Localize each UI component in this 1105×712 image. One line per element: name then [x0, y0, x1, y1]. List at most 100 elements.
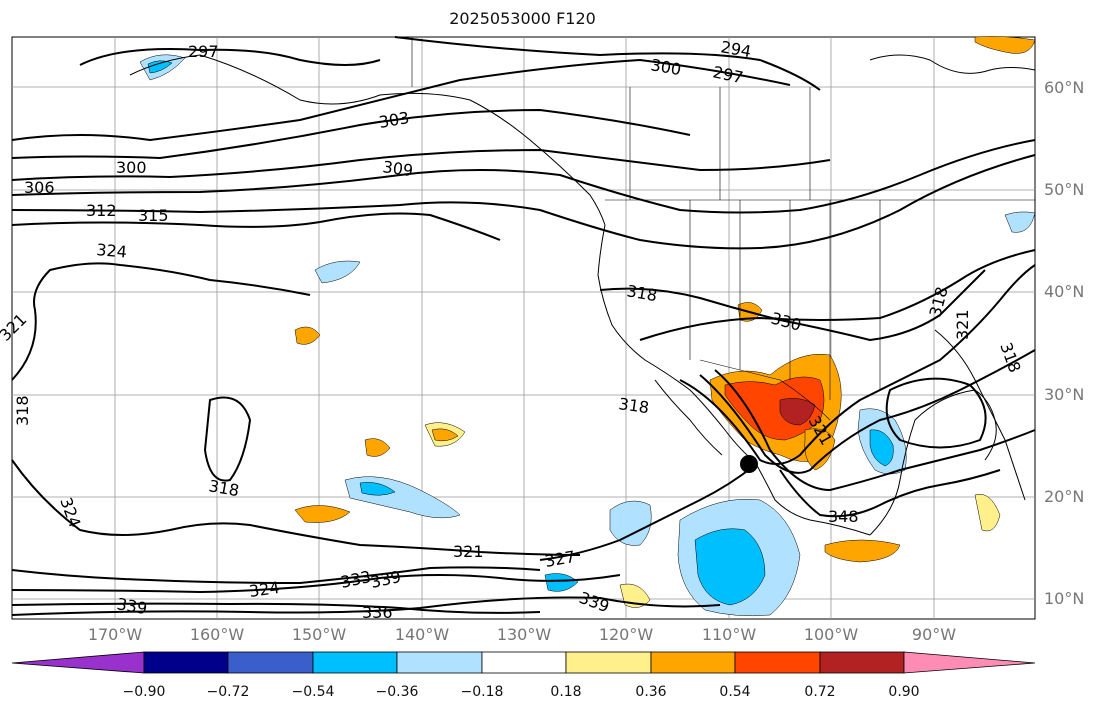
contour-306: [11, 148, 831, 181]
contour-333: [11, 574, 621, 594]
colorbar-segment: [396, 651, 483, 674]
lon-label: 120°W: [598, 625, 654, 644]
colorbar-segment: [227, 651, 314, 674]
colorbar-segment: [312, 651, 398, 674]
pos-caribbean: [974, 493, 1001, 532]
colorbar-tick-label: −0.54: [291, 684, 335, 700]
colorbar-segment: [565, 651, 652, 674]
neg-hawaii-core: [359, 482, 396, 496]
colorbar-tick-label: 0.54: [719, 684, 751, 700]
colorbar-segment: [734, 651, 821, 674]
pos-central-pacific-core: [431, 428, 459, 442]
contour-label-group: 297 294 300 297 303 300 306 309 312 315 …: [0, 37, 1025, 622]
colorbar-tick-label: 0.72: [804, 684, 836, 700]
colorbar-segment: [481, 651, 567, 674]
coast-west-us: [597, 224, 756, 463]
neg-pacific-mid: [314, 260, 361, 284]
contour-label: 324: [248, 578, 281, 601]
colorbar-tick-label: −0.90: [122, 684, 166, 700]
contour-339: [11, 596, 721, 616]
graticule: [12, 37, 1035, 619]
contour-label: 336: [362, 603, 393, 622]
neg-sw-pacific: [544, 573, 579, 592]
colorbar-high-extension: [903, 651, 1036, 674]
contour-318a: [11, 262, 311, 381]
lat-label: 30°N: [1044, 385, 1085, 404]
contour-label: 318: [617, 394, 650, 417]
colorbar-segment: [650, 651, 736, 674]
colorbar-tick-label: 0.18: [550, 684, 582, 700]
colorbar-tick-label: 0.36: [635, 684, 667, 700]
colorbar-segment: [143, 651, 229, 674]
lat-label: 60°N: [1044, 78, 1085, 97]
contour-309: [11, 139, 1036, 214]
lon-label: 150°W: [291, 625, 347, 644]
contour-eastern-loop: [885, 377, 987, 449]
contour-label: 348: [828, 507, 859, 526]
contour-336: [11, 602, 541, 614]
contour-315: [11, 212, 501, 241]
pos-central-america: [824, 539, 901, 563]
map-frame: [11, 36, 1036, 620]
neg-gulf-core: [869, 429, 894, 467]
colorbar-segment: [819, 651, 905, 674]
colorbar-tick-label: 0.90: [888, 684, 920, 700]
coast-mexico-west: [754, 461, 871, 536]
coast-east: [934, 329, 1026, 501]
coast-hudson: [869, 54, 1036, 74]
lon-label: 90°W: [911, 625, 957, 644]
contours: [11, 36, 1036, 616]
contour-label: 309: [381, 157, 414, 180]
lon-label: 170°W: [87, 625, 143, 644]
pos-max-mexico: [779, 398, 816, 426]
lon-label: 110°W: [701, 625, 757, 644]
pos-small-2: [294, 326, 321, 345]
lat-label: 10°N: [1044, 589, 1085, 608]
contour-hawaii-loop: [203, 396, 252, 482]
map-title: 2025053000 F120: [449, 9, 596, 28]
contour-label: 297: [188, 42, 219, 61]
colorbar-tick-label: −0.72: [206, 684, 250, 700]
neg-alaska-core: [147, 60, 173, 74]
contour-label: 315: [138, 206, 169, 225]
pos-small-1: [364, 438, 391, 457]
border-us-mexico: [699, 359, 831, 421]
colorbar: [11, 651, 1036, 674]
pos-hawaii-south: [294, 505, 351, 523]
contour-label: 300: [116, 158, 147, 177]
colorbar-tick-label: −0.36: [375, 684, 419, 700]
coast-baja: [654, 379, 723, 456]
colorbar-tick-label: −0.18: [460, 684, 504, 700]
contour-321: [11, 459, 581, 556]
lat-label: 40°N: [1044, 282, 1085, 301]
lat-label: 50°N: [1044, 180, 1085, 199]
contour-330: [639, 249, 1036, 341]
contour-label: 312: [86, 201, 117, 220]
lon-label: 100°W: [803, 625, 859, 644]
neg-pacific-south-core: [694, 528, 766, 606]
neg-east-coast: [1004, 211, 1036, 233]
contour-label: 318: [13, 395, 32, 426]
station-marker: [740, 455, 758, 473]
contour-318b: [599, 269, 986, 342]
contour-label: 321: [953, 309, 972, 340]
contour-294: [394, 36, 821, 91]
lat-label: 20°N: [1044, 487, 1085, 506]
colorbar-low-extension: [11, 651, 145, 674]
pos-canada-ne: [974, 36, 1036, 54]
contour-324: [11, 566, 541, 585]
contour-jet-3: [714, 369, 1036, 492]
contour-327: [539, 464, 756, 561]
contour-312: [11, 154, 1036, 250]
lon-label: 140°W: [394, 625, 450, 644]
contour-348: [779, 469, 1001, 518]
borders: [411, 37, 1035, 421]
lon-label: 160°W: [189, 625, 245, 644]
contour-300: [11, 58, 791, 142]
shaded-anomalies: [139, 36, 1036, 617]
contour-297: [79, 48, 381, 66]
lon-label: 130°W: [496, 625, 552, 644]
contour-label: 306: [24, 178, 55, 197]
contour-label: 321: [453, 542, 484, 561]
